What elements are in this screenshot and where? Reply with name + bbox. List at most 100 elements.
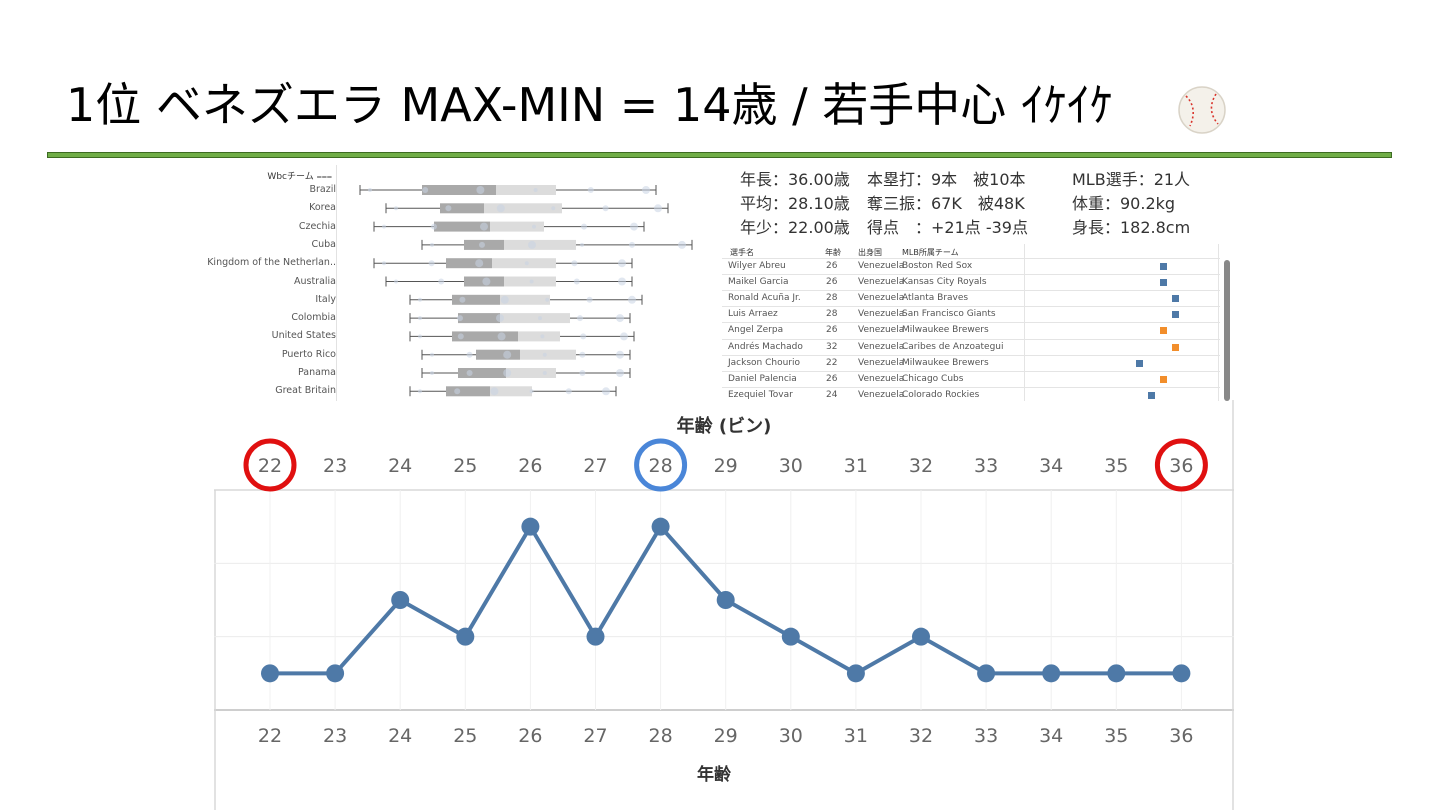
boxplot-row: Great Britain [204,382,712,400]
team-label: Czechia [298,220,336,232]
boxplot-row-marks [373,258,633,269]
boxplot-row: Panama [204,364,712,382]
top-tick-label: 24 [388,455,412,477]
boxplot-row: Czechia [204,218,712,236]
team-marker [1172,343,1179,351]
data-point [326,664,345,683]
table-row[interactable]: Daniel Palencia 26 Venezuela Chicago Cubs [722,370,1220,388]
team-label: Kingdom of the Netherlan.. [207,257,336,269]
team-label: Panama [297,367,336,378]
team-label: Australia [293,275,336,287]
team-marker [1160,279,1167,287]
player-country-cell: Venezuela [858,357,905,368]
top-tick-label: 23 [323,455,347,477]
x-tick-label: 23 [323,725,347,747]
player-team-cell: Atlanta Braves [902,293,969,304]
stat-mlb-players: MLB選手：21人 [1072,170,1191,189]
x-tick-label: 36 [1169,725,1193,747]
boxplot-row-marks [373,221,645,232]
player-age-cell: 26 [826,277,838,288]
team-label: Korea [309,202,336,214]
x-tick-label: 33 [974,725,998,747]
top-tick-label: 31 [844,455,868,477]
player-name-cell: Andrés Machado [728,341,803,352]
table-row[interactable]: Angel Zerpa 26 Venezuela Milwaukee Brewers [722,322,1220,339]
player-team-cell: Chicago Cubs [902,373,964,384]
team-marker [1160,327,1167,335]
player-age-cell: 28 [826,293,838,304]
data-point [456,627,475,646]
boxplot-chart [359,185,693,397]
table-row[interactable]: Luis Arraez 28 Venezuela San Francisco Gian… [722,306,1220,323]
col-header-team[interactable]: MLB所属チーム [902,248,959,257]
data-point [977,664,996,683]
table-row[interactable]: Wilyer Abreu 26 Venezuela Boston Red Sox [722,258,1220,275]
highlight-circle-red [1154,438,1208,492]
data-point [391,591,410,609]
boxplot-header[interactable]: Wbcチーム ⩶ [267,172,332,182]
x-tick-label: 22 [258,725,282,747]
table-scrollbar[interactable] [1224,260,1230,401]
slide-title: 1位 ベネズエラ MAX-MIN = 14歳 / 若手中心 ｲｹｲｹ [66,78,1113,132]
team-label: United States [271,330,336,342]
player-name-cell: Ezequiel Tovar [728,389,793,400]
table-row[interactable]: Jackson Chourio 22 Venezuela Milwaukee Brew… [722,354,1220,372]
data-point [586,627,605,646]
team-label: Brazil [309,184,336,195]
player-name-cell: Maikel Garcia [728,277,789,288]
top-tick-label: 35 [1104,455,1128,477]
boxplot-row-marks [385,203,669,214]
data-point [781,627,800,646]
boxplot-row: Kingdom of the Netherlan.. [204,254,712,272]
top-tick-label: 33 [974,455,998,477]
boxplot-row: Cuba [204,236,712,254]
top-tick-label: 26 [518,455,542,477]
stat-average: 平均：28.10歳 [740,194,850,213]
x-tick-label: 28 [649,725,673,747]
player-name-cell: Daniel Palencia [728,373,797,384]
player-name-cell: Ronald Acuña Jr. [728,293,801,304]
stats-col-3: MLB選手：21人 体重：90.2kg 身長：182.8cm [1072,168,1190,240]
player-team-cell: Milwaukee Brewers [902,357,989,368]
data-point [846,664,865,683]
player-country-cell: Venezuela [858,277,905,288]
player-country-cell: Venezuela [858,293,905,304]
stat-weight: 体重：90.2kg [1072,194,1176,213]
x-tick-label: 29 [714,725,738,747]
x-tick-label: 24 [388,725,412,747]
player-team-cell: Caribes de Anzoategui [902,341,1004,352]
data-point [261,664,279,683]
top-tick-label: 22 [258,455,282,477]
team-label: Italy [315,293,336,305]
top-tick-label: 28 [649,455,673,477]
col-header-age[interactable]: 年齢 [825,248,841,257]
boxplot-row-marks [421,239,693,250]
data-point [912,627,930,646]
team-marker [1136,359,1143,367]
top-tick-label: 32 [909,455,933,477]
table-row[interactable]: Maikel Garcia 26 Venezuela Kansas City Roya… [722,274,1220,291]
stat-height: 身長：182.8cm [1072,218,1191,237]
table-row[interactable]: Andrés Machado 32 Venezuela Caribes de Anzo… [722,338,1220,356]
player-team-cell: Milwaukee Brewers [902,325,989,336]
x-tick-label: 35 [1104,725,1128,747]
boxplot-row: Colombia [204,309,712,327]
x-tick-label: 34 [1039,725,1063,747]
player-age-cell: 22 [826,357,838,368]
player-team-cell: San Francisco Giants [902,309,996,320]
boxplot-row: United States [204,327,712,345]
top-axis-label: 年齢 (ビン) [677,415,772,437]
player-country-cell: Venezuela [858,373,905,384]
data-point [1107,664,1126,683]
boxplot-row-marks [359,185,657,195]
table-row[interactable]: Ronald Acuña Jr. 28 Venezuela Atlanta Brave… [722,290,1220,307]
boxplot-row-marks [421,368,631,378]
stat-runs: 得点 ：+21点 -39点 [867,218,1028,237]
col-header-country[interactable]: 出身国 [858,248,882,257]
col-header-name[interactable]: 選手名 [730,248,754,257]
boxplot-row: Puerto Rico [204,346,712,364]
boxplot-row: Australia [204,273,712,291]
table-row[interactable]: Ezequiel Tovar 24 Venezuela Colorado Rockie… [722,386,1220,401]
team-label: Great Britain [275,385,336,397]
boxplot-row-marks [409,313,631,324]
